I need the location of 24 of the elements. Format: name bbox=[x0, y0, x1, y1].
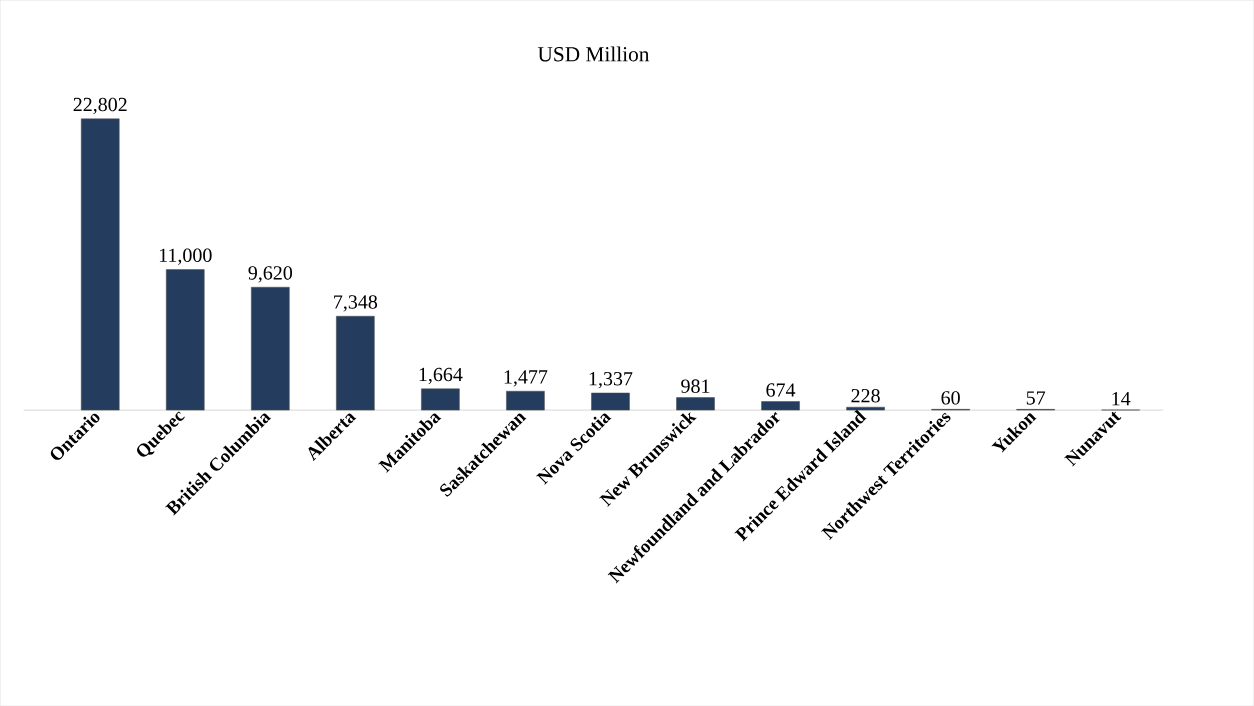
data-label: 60 bbox=[941, 391, 960, 405]
data-label: 1,664 bbox=[419, 367, 463, 385]
bar bbox=[166, 269, 205, 411]
data-label: 57 bbox=[1026, 391, 1046, 405]
data-label: 11,000 bbox=[159, 248, 212, 265]
bar bbox=[421, 388, 460, 411]
data-label: 22,802 bbox=[73, 97, 127, 115]
data-label: 14 bbox=[1112, 391, 1131, 406]
bar bbox=[251, 286, 290, 411]
data-label: 228 bbox=[851, 388, 880, 403]
data-label: 9,620 bbox=[248, 266, 293, 283]
data-label: 981 bbox=[681, 379, 710, 393]
bar bbox=[591, 392, 630, 411]
data-label: 674 bbox=[766, 383, 796, 397]
bar bbox=[506, 390, 545, 411]
bar bbox=[676, 397, 715, 411]
bar bbox=[846, 406, 885, 411]
data-label: 1,477 bbox=[504, 370, 548, 387]
data-label: 1,337 bbox=[589, 371, 633, 389]
chart-title: USD Million bbox=[537, 46, 650, 62]
bar bbox=[336, 315, 375, 411]
bar bbox=[80, 118, 120, 411]
data-label: 7,348 bbox=[334, 295, 378, 312]
bar bbox=[761, 401, 800, 411]
